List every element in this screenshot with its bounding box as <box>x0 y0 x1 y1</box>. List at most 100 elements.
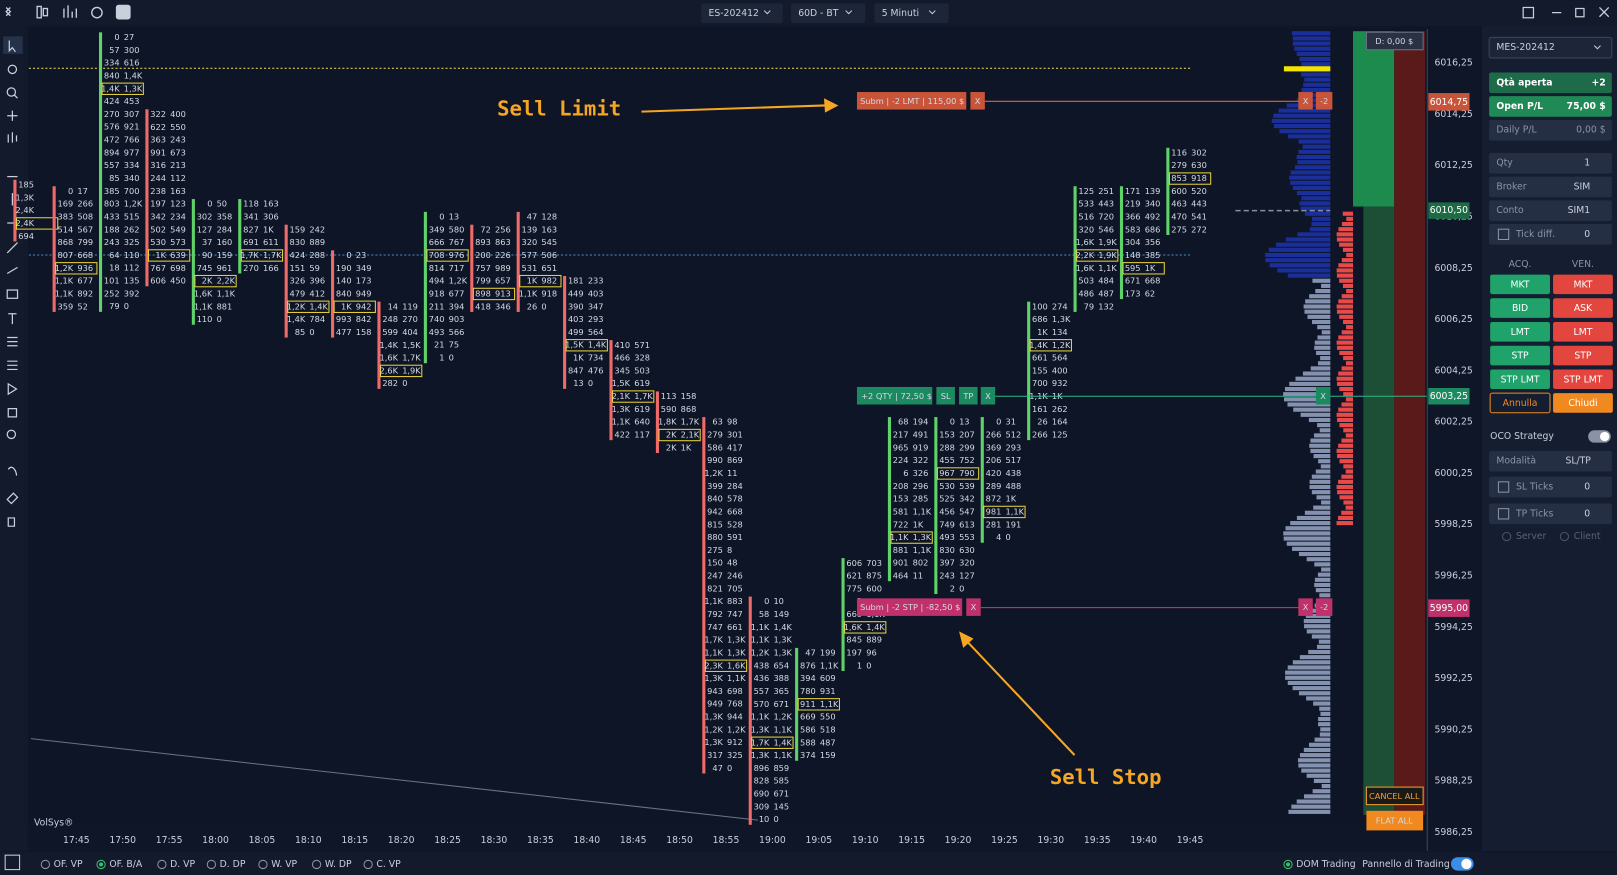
bid-volume: 740 <box>429 314 445 324</box>
order-button[interactable] <box>1490 345 1550 366</box>
order-button[interactable] <box>1553 274 1613 295</box>
profile-bar <box>1295 376 1331 381</box>
order-button[interactable] <box>1489 392 1551 414</box>
ask-volume: 400 <box>170 109 186 119</box>
bid-volume: 266 <box>986 430 1002 440</box>
cell-highlight <box>983 505 1026 519</box>
bid-volume: 2K <box>666 430 677 440</box>
order-button[interactable] <box>1490 322 1550 342</box>
sl-button[interactable] <box>936 386 955 405</box>
delta-bar <box>1339 350 1353 355</box>
field[interactable] <box>1489 176 1612 198</box>
field[interactable] <box>1489 152 1612 174</box>
ask-volume: 1,3K <box>124 83 143 93</box>
candle-body <box>13 179 17 242</box>
flat-all-button[interactable] <box>1366 810 1424 831</box>
ask-volume: 226 <box>495 250 511 260</box>
order-button[interactable] <box>1490 369 1550 390</box>
delta-bar <box>1339 314 1353 319</box>
position-close-button[interactable] <box>980 386 996 405</box>
order-button[interactable] <box>1490 274 1550 295</box>
stop-close-button[interactable] <box>966 598 981 616</box>
position[interactable] <box>856 386 933 405</box>
timeframe-select[interactable] <box>874 3 949 23</box>
order-button[interactable] <box>1490 298 1550 318</box>
top-icons[interactable] <box>5 4 131 20</box>
radio[interactable] <box>363 859 373 870</box>
tp-button[interactable] <box>959 386 978 405</box>
order-button[interactable] <box>1553 369 1613 390</box>
position-close-button[interactable] <box>1315 386 1331 405</box>
radio[interactable] <box>157 859 167 870</box>
ask-volume: 293 <box>1005 442 1021 452</box>
limit-close-button[interactable] <box>1298 92 1313 110</box>
limit-close-button[interactable] <box>970 92 985 110</box>
bid-volume: 965 <box>893 442 909 452</box>
bid-volume: 1K <box>573 353 584 363</box>
stop-order[interactable] <box>856 598 963 616</box>
bid-volume: 1,3K <box>704 737 723 747</box>
field-value: 0 <box>1584 482 1590 493</box>
checkbox[interactable] <box>1497 481 1510 493</box>
profile-bar <box>1301 768 1331 773</box>
window-controls[interactable] <box>1522 6 1610 19</box>
field[interactable] <box>1489 450 1612 472</box>
field[interactable] <box>1489 200 1612 221</box>
symbol-select[interactable] <box>701 3 783 23</box>
delta-bar <box>1343 428 1353 433</box>
profile-bar <box>1308 417 1331 423</box>
cell-highlight <box>240 249 284 262</box>
ask-volume: 453 <box>124 96 140 106</box>
ask-volume: 671 <box>773 789 789 799</box>
radio[interactable] <box>1559 531 1570 542</box>
ask-volume: 325 <box>727 750 743 760</box>
radio[interactable] <box>40 859 51 870</box>
profile-bar <box>1300 72 1331 77</box>
profile-bar <box>1265 252 1331 258</box>
profile-bar <box>1287 665 1331 670</box>
field[interactable] <box>1489 476 1612 498</box>
ask-volume: 949 <box>356 288 372 298</box>
radio[interactable] <box>1502 531 1512 542</box>
profile-bar <box>1312 789 1331 794</box>
bid-volume: 599 <box>382 327 398 337</box>
order-button[interactable] <box>1553 393 1613 413</box>
menu-icon[interactable] <box>4 854 21 871</box>
order-button[interactable] <box>1553 322 1613 342</box>
sell-header: VEN. <box>1572 259 1594 270</box>
field[interactable] <box>1489 503 1612 525</box>
ask-volume: 768 <box>727 699 743 709</box>
radio[interactable] <box>258 859 268 870</box>
panel-symbol-select[interactable] <box>1488 36 1613 59</box>
bid-volume: 853 <box>1171 173 1187 183</box>
radio[interactable] <box>1283 859 1293 870</box>
checkbox[interactable] <box>1497 228 1510 241</box>
radio[interactable] <box>206 859 217 870</box>
bid-volume: 151 <box>290 263 306 273</box>
range-select[interactable] <box>790 3 866 23</box>
radio[interactable] <box>96 859 106 870</box>
bid-volume: 282 <box>382 378 398 388</box>
radio[interactable] <box>311 859 322 870</box>
time-tick-label: 19:10 <box>852 835 879 846</box>
tool-icons[interactable] <box>6 40 19 527</box>
stop-close-button[interactable] <box>1298 598 1313 616</box>
limit-order[interactable] <box>856 92 967 110</box>
bid-volume: 493 <box>939 532 955 542</box>
order-button[interactable] <box>1553 345 1613 366</box>
checkbox[interactable] <box>1497 508 1510 520</box>
tool-active[interactable] <box>3 36 23 54</box>
bid-volume: 1K <box>527 276 538 286</box>
ask-volume: 325 <box>124 237 140 247</box>
delta-bar <box>1346 289 1353 294</box>
candle-body <box>1073 186 1077 312</box>
profile-bar <box>1306 557 1331 562</box>
cancel-all-button[interactable] <box>1365 786 1424 806</box>
delta-bar <box>1342 247 1353 252</box>
field[interactable] <box>1489 224 1612 245</box>
position-close: X <box>985 391 991 401</box>
order-button[interactable] <box>1553 298 1613 318</box>
cell-highlight <box>612 390 655 403</box>
